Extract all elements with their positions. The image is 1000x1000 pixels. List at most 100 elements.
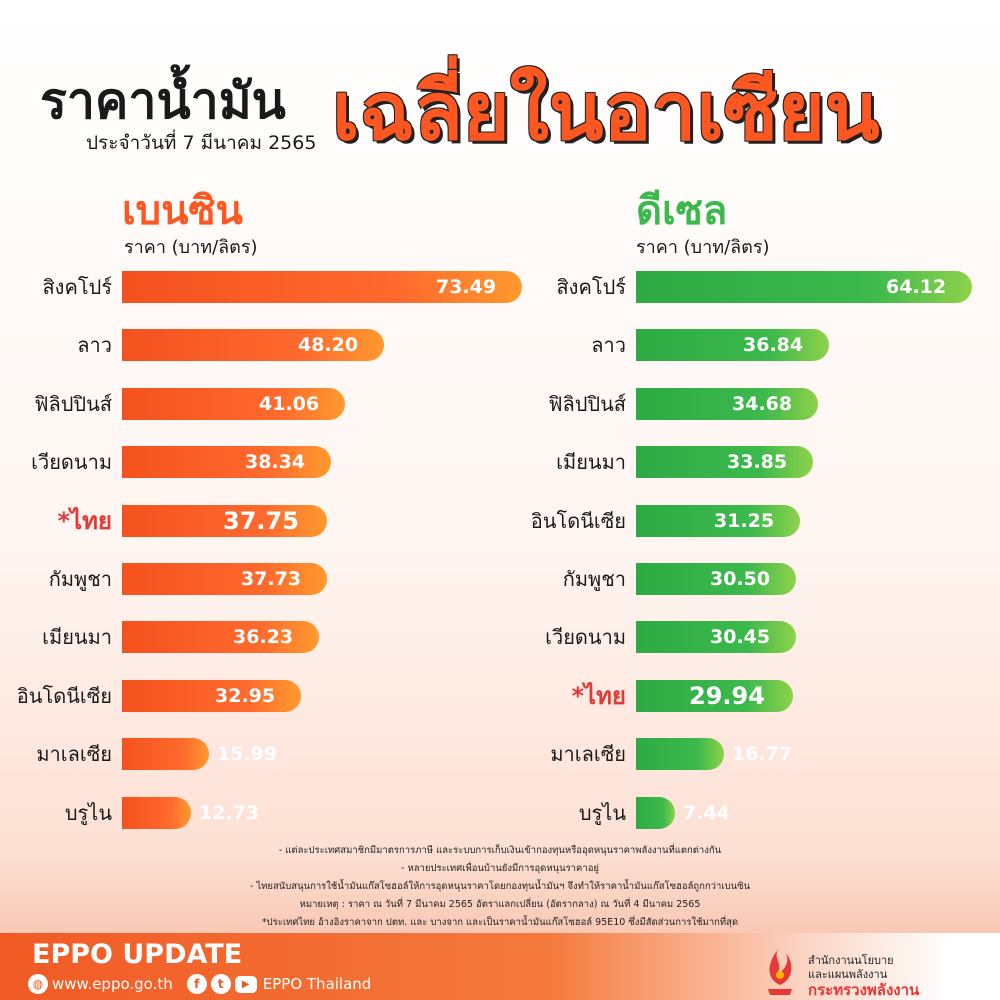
diesel-bar <box>636 446 813 478</box>
benzin-value-label: 73.49 <box>436 276 497 298</box>
benzin-value-label: 38.34 <box>245 451 306 473</box>
diesel-bar-row: ฟิลิปปินส์ 34.68 <box>0 388 1000 420</box>
diesel-bar <box>636 738 724 770</box>
benzin-bar <box>122 271 522 303</box>
title-left: ราคาน้ำมัน <box>40 72 286 130</box>
diesel-bar <box>636 505 800 537</box>
diesel-subtitle: ราคา (บาท/ลิตร) <box>636 237 770 258</box>
notes: - แต่ละประเทศสมาชิกมีมาตรการภาษี และระบบ… <box>150 842 850 932</box>
benzin-bar <box>122 388 345 420</box>
title-date: ประจำวันที่ 7 มีนาคม 2565 <box>86 132 317 154</box>
benzin-country-label: สิงคโปร์ <box>42 275 112 299</box>
diesel-bar-row: มาเลเซีย 16.77 <box>0 738 1000 770</box>
benzin-bar-row: *ไทย 37.75 <box>0 505 1000 537</box>
benzin-bar-row: เมียนมา 36.23 <box>0 621 1000 653</box>
diesel-country-label: บรูไน <box>578 801 626 825</box>
benzin-title: เบนซิน <box>122 188 243 234</box>
org-name-line1: สำนักงานนโยบาย <box>808 954 894 967</box>
website-link[interactable]: www.eppo.go.th <box>52 975 173 993</box>
note-line: - หลายประเทศเพื่อนบ้านยังมีการอุดหนุนราค… <box>401 863 599 874</box>
benzin-bar-row: เวียดนาม 38.34 <box>0 446 1000 478</box>
benzin-country-label: ลาว <box>77 333 112 357</box>
social-handle[interactable]: EPPO Thailand <box>262 975 372 993</box>
benzin-bar <box>122 563 327 595</box>
diesel-country-label: สิงคโปร์ <box>556 275 626 299</box>
benzin-bar-row: ฟิลิปปินส์ 41.06 <box>0 388 1000 420</box>
benzin-bar <box>122 329 384 361</box>
diesel-bar <box>636 388 818 420</box>
benzin-value-label: 15.99 <box>217 743 278 765</box>
diesel-bar <box>636 680 793 712</box>
eppo-update-brand: EPPO UPDATE <box>32 939 243 970</box>
benzin-subtitle: ราคา (บาท/ลิตร) <box>124 237 258 258</box>
diesel-bar-row: กัมพูชา 30.50 <box>0 563 1000 595</box>
benzin-value-label: 37.75 <box>223 507 299 535</box>
diesel-bar <box>636 271 972 303</box>
diesel-country-label: ฟิลิปปินส์ <box>548 392 626 416</box>
benzin-country-label: อินโดนีเซีย <box>16 684 112 708</box>
note-line: - แต่ละประเทศสมาชิกมีมาตรการภาษี และระบบ… <box>278 845 722 856</box>
diesel-value-label: 64.12 <box>886 276 947 298</box>
note-line: หมายเหตุ : ราคา ณ วันที่ 7 มีนาคม 2565 อ… <box>299 899 701 910</box>
benzin-bar <box>122 446 331 478</box>
diesel-title: ดีเซล <box>636 188 728 234</box>
diesel-country-label: มาเลเซีย <box>550 742 626 766</box>
benzin-value-label: 32.95 <box>215 685 276 707</box>
diesel-value-label: 7.44 <box>683 802 730 824</box>
diesel-country-label: กัมพูชา <box>562 567 626 591</box>
benzin-country-label: เวียดนาม <box>31 450 112 474</box>
diesel-value-label: 31.25 <box>714 510 775 532</box>
diesel-bar-row: ลาว 36.84 <box>0 329 1000 361</box>
footer-links: ◍ www.eppo.go.th f t ▶ EPPO Thailand <box>28 973 371 995</box>
twitter-icon[interactable]: t <box>210 974 231 994</box>
diesel-bar-row: อินโดนีเซีย 31.25 <box>0 505 1000 537</box>
benzin-bar-row: บรูไน 12.73 <box>0 797 1000 829</box>
benzin-value-label: 12.73 <box>199 802 260 824</box>
diesel-bar-row: เวียดนาม 30.45 <box>0 621 1000 653</box>
youtube-icon[interactable]: ▶ <box>234 975 257 993</box>
benzin-value-label: 36.23 <box>233 626 294 648</box>
diesel-country-label: อินโดนีเซีย <box>530 509 626 533</box>
globe-icon[interactable]: ◍ <box>28 974 48 994</box>
diesel-country-label: ลาว <box>591 333 626 357</box>
benzin-bar-row: มาเลเซีย 15.99 <box>0 738 1000 770</box>
org-name-line2: และแผนพลังงาน <box>808 968 888 981</box>
diesel-value-label: 30.45 <box>710 626 771 648</box>
benzin-country-label: *ไทย <box>57 507 112 535</box>
diesel-bar <box>636 329 829 361</box>
diesel-value-label: 33.85 <box>727 451 788 473</box>
diesel-bar <box>636 797 675 829</box>
diesel-bar-row: *ไทย 29.94 <box>0 680 1000 712</box>
benzin-value-label: 37.73 <box>241 568 302 590</box>
diesel-country-label: *ไทย <box>571 682 626 710</box>
diesel-bar-row: เมียนมา 33.85 <box>0 446 1000 478</box>
benzin-bar <box>122 505 327 537</box>
diesel-bar <box>636 621 796 653</box>
diesel-value-label: 36.84 <box>743 334 804 356</box>
diesel-value-label: 29.94 <box>689 682 765 710</box>
benzin-bar-row: อินโดนีเซีย 32.95 <box>0 680 1000 712</box>
footer: EPPO UPDATE ◍ www.eppo.go.th f t ▶ EPPO … <box>0 933 1000 1000</box>
benzin-bar <box>122 621 319 653</box>
org-block: สำนักงานนโยบาย และแผนพลังงาน กระทรวงพลัง… <box>760 945 1000 1000</box>
benzin-bar-row: สิงคโปร์ 73.49 <box>0 271 1000 303</box>
org-name-line3: กระทรวงพลังงาน <box>808 981 920 999</box>
diesel-value-label: 34.68 <box>732 393 793 415</box>
benzin-bar-row: ลาว 48.20 <box>0 329 1000 361</box>
benzin-country-label: กัมพูชา <box>48 567 112 591</box>
header: ราคาน้ำมัน ประจำวันที่ 7 มีนาคม 2565 เฉล… <box>0 0 1000 170</box>
benzin-value-label: 48.20 <box>298 334 359 356</box>
diesel-country-label: เมียนมา <box>556 450 626 474</box>
facebook-icon[interactable]: f <box>186 974 207 994</box>
note-line: *ประเทศไทย อ้างอิงราคาจาก ปตท. และ บางจา… <box>261 917 739 928</box>
benzin-country-label: ฟิลิปปินส์ <box>34 392 112 416</box>
diesel-bar <box>636 563 796 595</box>
note-line: - ไทยสนับสนุนการใช้น้ำมันแก๊สโซฮอล์ให้กา… <box>249 881 751 892</box>
diesel-bar-row: สิงคโปร์ 64.12 <box>0 271 1000 303</box>
title-right: เฉลี่ยในอาเซียน <box>332 65 880 158</box>
diesel-bar-row: บรูไน 7.44 <box>0 797 1000 829</box>
benzin-country-label: มาเลเซีย <box>36 742 112 766</box>
diesel-value-label: 16.77 <box>732 743 793 765</box>
benzin-country-label: บรูไน <box>64 801 112 825</box>
benzin-bar <box>122 680 301 712</box>
